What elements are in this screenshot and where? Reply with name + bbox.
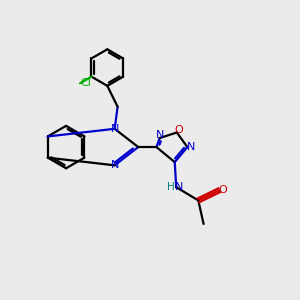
- Text: N: N: [155, 130, 164, 140]
- Text: O: O: [218, 184, 227, 194]
- Text: Cl: Cl: [80, 78, 91, 88]
- Text: N: N: [187, 142, 195, 152]
- Text: N: N: [174, 182, 183, 192]
- Text: N: N: [110, 124, 119, 134]
- Text: O: O: [174, 125, 183, 135]
- Text: H: H: [167, 182, 175, 192]
- Text: N: N: [110, 160, 119, 170]
